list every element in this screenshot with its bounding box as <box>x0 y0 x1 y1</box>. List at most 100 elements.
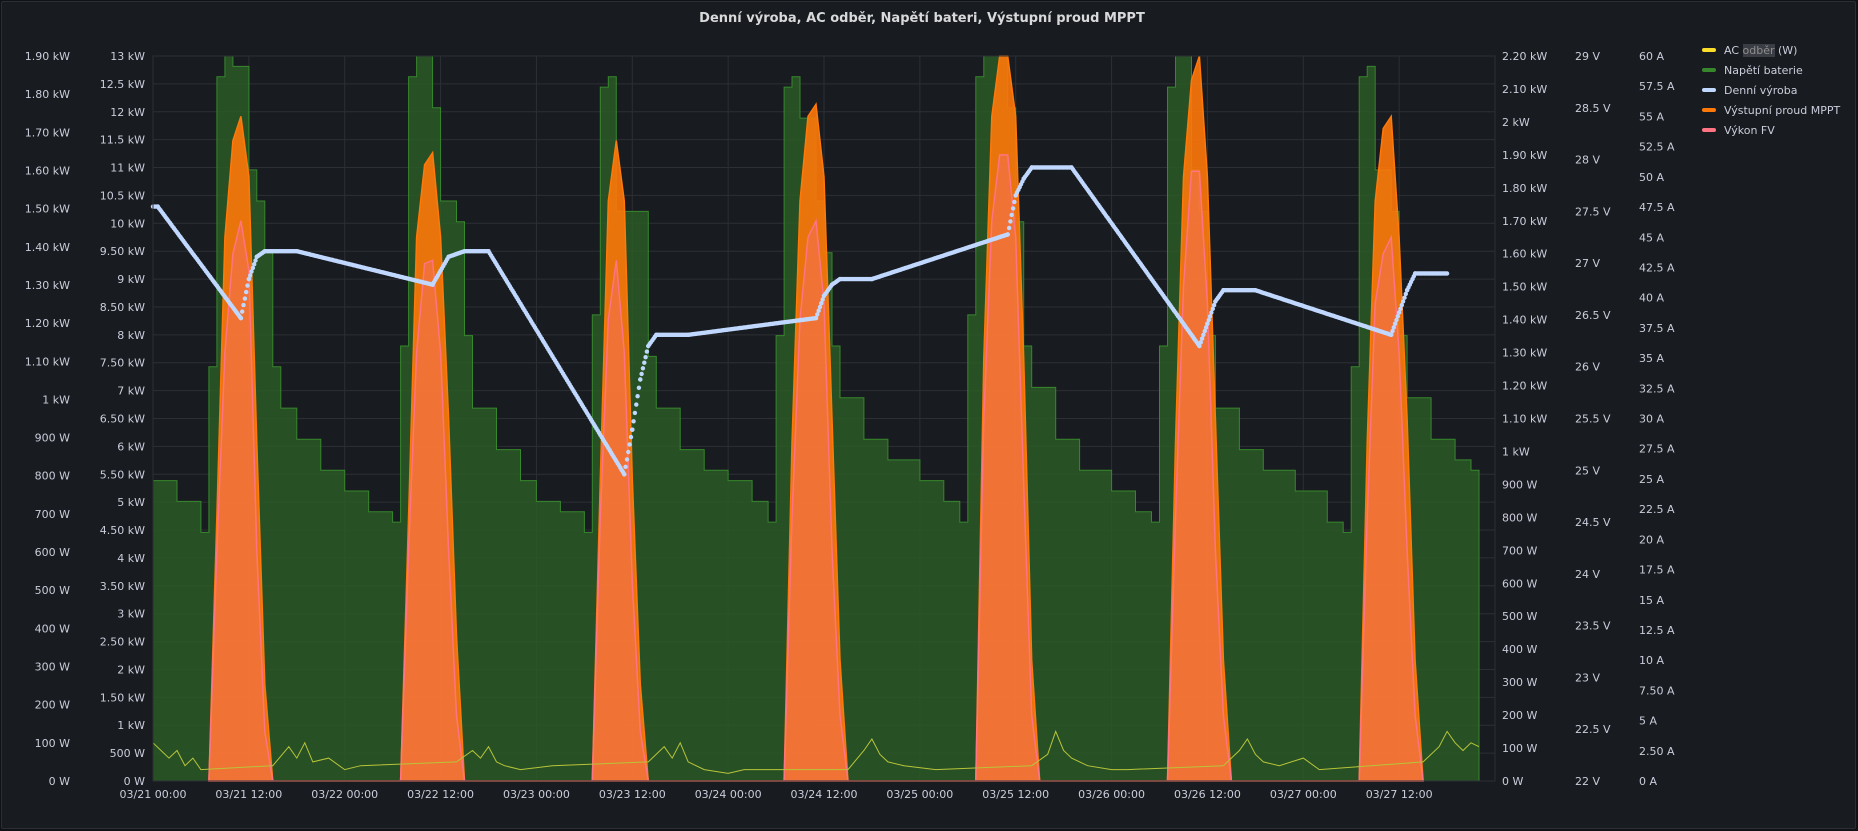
y-tick-label-y4: 28.5 V <box>1575 102 1611 115</box>
series-vystupni-proud-mppt <box>208 55 1424 782</box>
denni-vyroba-point <box>1402 295 1407 300</box>
y-tick-label-y5: 60 A <box>1639 50 1664 63</box>
y-tick-label-y1: 400 W <box>35 622 70 635</box>
y-tick-label-y2: 2.50 kW <box>100 636 145 649</box>
legend-swatch <box>1702 68 1716 72</box>
denni-vyroba-point <box>1444 271 1450 276</box>
denni-vyroba-point <box>1396 310 1402 315</box>
y-tick-label-y2: 10.5 kW <box>100 189 145 202</box>
y-tick-label-y1: 1.30 kW <box>25 279 70 292</box>
denni-vyroba-point <box>1203 325 1209 330</box>
legend-label: Napětí baterie <box>1724 63 1803 77</box>
y-tick-label-y3: 700 W <box>1502 544 1537 557</box>
denni-vyroba-point <box>622 472 627 477</box>
y-tick-label-y2: 13 kW <box>110 50 145 63</box>
denni-vyroba-point <box>1394 317 1399 323</box>
legend-swatch <box>1702 108 1716 112</box>
series-vykon-fv <box>208 154 1424 782</box>
y-tick-label-y3: 2.10 kW <box>1502 83 1547 96</box>
denni-vyroba-point <box>1400 299 1406 304</box>
x-tick-label: 03/27 12:00 <box>1366 788 1433 801</box>
legend-item-denni-vyroba[interactable]: Denní výroba <box>1702 80 1840 100</box>
x-tick-label: 03/27 00:00 <box>1270 788 1337 801</box>
y-tick-label-y2: 8 kW <box>117 329 145 342</box>
y-tick-label-y4: 28 V <box>1575 154 1600 167</box>
y-tick-label-y2: 6.50 kW <box>100 413 145 426</box>
y-tick-label-y3: 1.60 kW <box>1502 248 1547 261</box>
legend-item-ac-odber[interactable]: AC odběr (W) <box>1702 40 1840 60</box>
y-tick-label-y3: 1.30 kW <box>1502 347 1547 360</box>
y-tick-label-y4: 22 V <box>1575 775 1600 788</box>
y-tick-label-y4: 23 V <box>1575 671 1600 684</box>
y-tick-label-y5: 37.5 A <box>1639 322 1675 335</box>
denni-vyroba-point <box>1005 232 1010 237</box>
denni-vyroba-point <box>638 377 643 382</box>
denni-vyroba-point <box>238 315 244 321</box>
y-tick-label-y1: 1.50 kW <box>25 203 70 216</box>
y-tick-label-y4: 26 V <box>1575 361 1600 374</box>
denni-vyroba-point <box>634 402 639 407</box>
y-tick-label-y5: 20 A <box>1639 533 1664 546</box>
denni-vyroba-point <box>249 269 254 274</box>
y-tick-label-y5: 27.5 A <box>1639 443 1675 456</box>
y-tick-label-y2: 5.50 kW <box>100 468 145 481</box>
denni-vyroba-point <box>1403 291 1409 297</box>
y-tick-label-y4: 27 V <box>1575 257 1600 270</box>
legend-item-vykon-fv[interactable]: Výkon FV <box>1702 120 1840 140</box>
denni-vyroba-point <box>250 265 256 271</box>
denni-vyroba-point <box>639 371 644 377</box>
y-tick-label-y1: 100 W <box>35 737 70 750</box>
denni-vyroba-point <box>244 289 249 295</box>
denni-vyroba-point <box>642 360 647 365</box>
denni-vyroba-point <box>628 434 634 440</box>
denni-vyroba-point <box>1391 325 1397 330</box>
y-tick-label-y5: 17.5 A <box>1639 564 1675 577</box>
y-tick-label-y3: 1.20 kW <box>1502 380 1547 393</box>
denni-vyroba-point <box>636 385 642 390</box>
y-tick-label-y2: 10 kW <box>110 217 145 230</box>
legend-item-napeti-baterie[interactable]: Napětí baterie <box>1702 60 1840 80</box>
legend-item-vystupni-proud-mppt[interactable]: Výstupní proud MPPT <box>1702 100 1840 120</box>
denni-vyroba-point <box>240 309 245 314</box>
y-tick-label-y5: 57.5 A <box>1639 80 1675 93</box>
denni-vyroba-point <box>253 258 258 263</box>
y-tick-label-y2: 6 kW <box>117 440 145 453</box>
denni-vyroba-point <box>1398 306 1403 311</box>
y-tick-label-y2: 11.5 kW <box>100 134 145 147</box>
y-tick-label-y3: 1 kW <box>1502 445 1530 458</box>
y-tick-label-y5: 12.5 A <box>1639 624 1675 637</box>
y-tick-label-y2: 11 kW <box>110 162 145 175</box>
y-tick-label-y2: 9 kW <box>117 273 145 286</box>
denni-vyroba-point <box>1395 314 1401 319</box>
denni-vyroba-point <box>623 464 628 469</box>
legend-label: Denní výroba <box>1724 83 1798 97</box>
denni-vyroba-point <box>1389 332 1394 337</box>
denni-vyroba-point <box>627 442 632 447</box>
y-tick-label-y5: 35 A <box>1639 352 1664 365</box>
y-tick-label-y1: 300 W <box>35 661 70 674</box>
y-tick-label-y1: 1.20 kW <box>25 317 70 330</box>
y-tick-label-y2: 3.50 kW <box>100 580 145 593</box>
y-tick-label-y1: 600 W <box>35 546 70 559</box>
y-tick-label-y3: 1.40 kW <box>1502 314 1547 327</box>
y-tick-label-y3: 1.10 kW <box>1502 413 1547 426</box>
x-tick-label: 03/22 12:00 <box>407 788 474 801</box>
y-tick-label-y2: 1 kW <box>117 719 145 732</box>
denni-vyroba-point <box>1202 328 1208 334</box>
y-tick-label-y2: 7.50 kW <box>100 357 145 370</box>
denni-vyroba-point <box>1211 302 1217 308</box>
legend-highlight: odběr <box>1742 43 1775 57</box>
x-tick-label: 03/24 00:00 <box>695 788 762 801</box>
denni-vyroba-point <box>1210 306 1216 311</box>
y-tick-label-y4: 26.5 V <box>1575 309 1611 322</box>
y-tick-label-y2: 2 kW <box>117 663 145 676</box>
denni-vyroba-point <box>245 283 250 288</box>
denni-vyroba-point <box>630 427 635 432</box>
y-tick-label-y3: 300 W <box>1502 676 1537 689</box>
denni-vyroba-point <box>631 419 636 424</box>
y-tick-label-y1: 0 W <box>49 775 70 788</box>
y-tick-label-y3: 2.20 kW <box>1502 50 1547 63</box>
series-ac-odber <box>152 729 1480 774</box>
y-tick-label-y1: 900 W <box>35 432 70 445</box>
y-tick-label-y3: 600 W <box>1502 577 1537 590</box>
